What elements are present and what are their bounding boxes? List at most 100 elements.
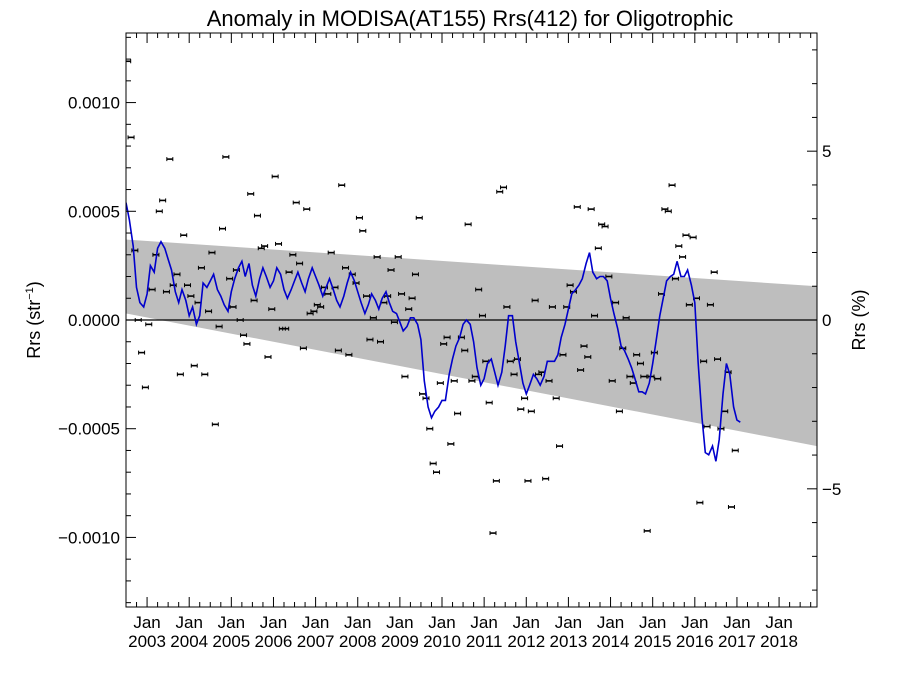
data-point (696, 500, 704, 505)
data-point (327, 250, 335, 255)
data-point (218, 226, 226, 231)
data-point (450, 378, 458, 383)
x-tick-month-label: Jan (681, 613, 708, 632)
plot-area (126, 59, 817, 536)
data-point (703, 424, 711, 429)
data-point (433, 470, 441, 475)
data-point (489, 531, 497, 536)
data-point (306, 311, 314, 316)
data-point (566, 283, 574, 288)
x-tick-year-label: 2005 (212, 632, 250, 651)
data-point (584, 354, 592, 359)
data-point (155, 209, 163, 214)
data-point (527, 409, 535, 414)
x-tick-year-label: 2008 (339, 632, 377, 651)
x-tick-year-label: 2016 (676, 632, 714, 651)
x-tick-year-label: 2018 (760, 632, 798, 651)
y-axis-label-sup: −1 (24, 287, 36, 300)
data-point (573, 204, 581, 209)
y2-tick-label: 0 (822, 311, 831, 330)
data-point (461, 348, 469, 353)
data-point (180, 233, 188, 238)
x-tick-month-label: Jan (555, 613, 582, 632)
data-point (169, 283, 177, 288)
x-tick-month-label: Jan (344, 613, 371, 632)
data-point (229, 304, 237, 309)
data-point (468, 378, 476, 383)
x-tick-year-label: 2004 (170, 632, 208, 651)
data-point (253, 213, 261, 218)
data-point (205, 309, 213, 314)
data-point (408, 296, 416, 301)
data-point (594, 246, 602, 251)
data-point (475, 287, 483, 292)
data-point (496, 189, 504, 194)
x-tick-month-label: Jan (765, 613, 792, 632)
data-point (503, 304, 511, 309)
data-point (162, 289, 170, 294)
data-point (338, 183, 346, 188)
data-point (727, 504, 735, 509)
data-point (492, 478, 500, 483)
data-point (552, 396, 560, 401)
data-point (700, 359, 708, 364)
data-point (376, 339, 384, 344)
data-point (485, 400, 493, 405)
data-point (605, 274, 613, 279)
x-tick-month-label: Jan (723, 613, 750, 632)
data-point (415, 215, 423, 220)
data-point (226, 276, 234, 281)
data-point (296, 261, 304, 266)
x-tick-year-label: 2006 (255, 632, 293, 651)
data-point (299, 346, 307, 351)
data-point (159, 198, 167, 203)
y-tick-label: 0.0005 (68, 202, 120, 221)
x-tick-month-label: Jan (218, 613, 245, 632)
data-point (342, 265, 350, 270)
data-point (643, 528, 651, 533)
data-point (668, 183, 676, 188)
data-point (126, 59, 132, 64)
data-point (689, 235, 697, 240)
data-point (355, 215, 363, 220)
data-point (587, 207, 595, 212)
data-point (443, 335, 451, 340)
data-point (236, 318, 244, 322)
data-point (141, 385, 149, 390)
data-point (601, 224, 609, 229)
y-tick-label: −0.0010 (58, 528, 120, 547)
data-point (289, 252, 297, 257)
data-point (534, 372, 542, 377)
data-point (559, 352, 567, 357)
data-point (548, 304, 556, 309)
data-point (369, 315, 377, 320)
data-point (310, 309, 318, 314)
x-tick-month-label: Jan (260, 613, 287, 632)
data-point (398, 291, 406, 296)
chart-title: Anomaly in MODISA(AT155) Rrs(412) for Ol… (207, 6, 734, 31)
x-tick-month-label: Jan (133, 613, 160, 632)
data-point (250, 298, 258, 303)
data-point (127, 135, 135, 140)
data-point (197, 265, 205, 270)
data-point (622, 315, 630, 320)
data-point (598, 222, 606, 227)
data-point (405, 307, 413, 312)
data-point (710, 270, 718, 275)
data-point (500, 185, 508, 190)
data-point (419, 391, 427, 396)
data-point (211, 422, 219, 427)
y-axis-label-close: ) (24, 281, 44, 287)
data-point (731, 448, 739, 453)
data-point (426, 426, 434, 431)
x-tick-year-label: 2003 (128, 632, 166, 651)
data-point (510, 372, 518, 377)
smoothed-series-line (126, 202, 741, 462)
data-point (313, 302, 321, 307)
data-point (184, 283, 192, 288)
data-point (292, 200, 300, 205)
data-point (542, 476, 550, 481)
data-point (243, 341, 251, 346)
y-tick-label: 0.0010 (68, 94, 120, 113)
